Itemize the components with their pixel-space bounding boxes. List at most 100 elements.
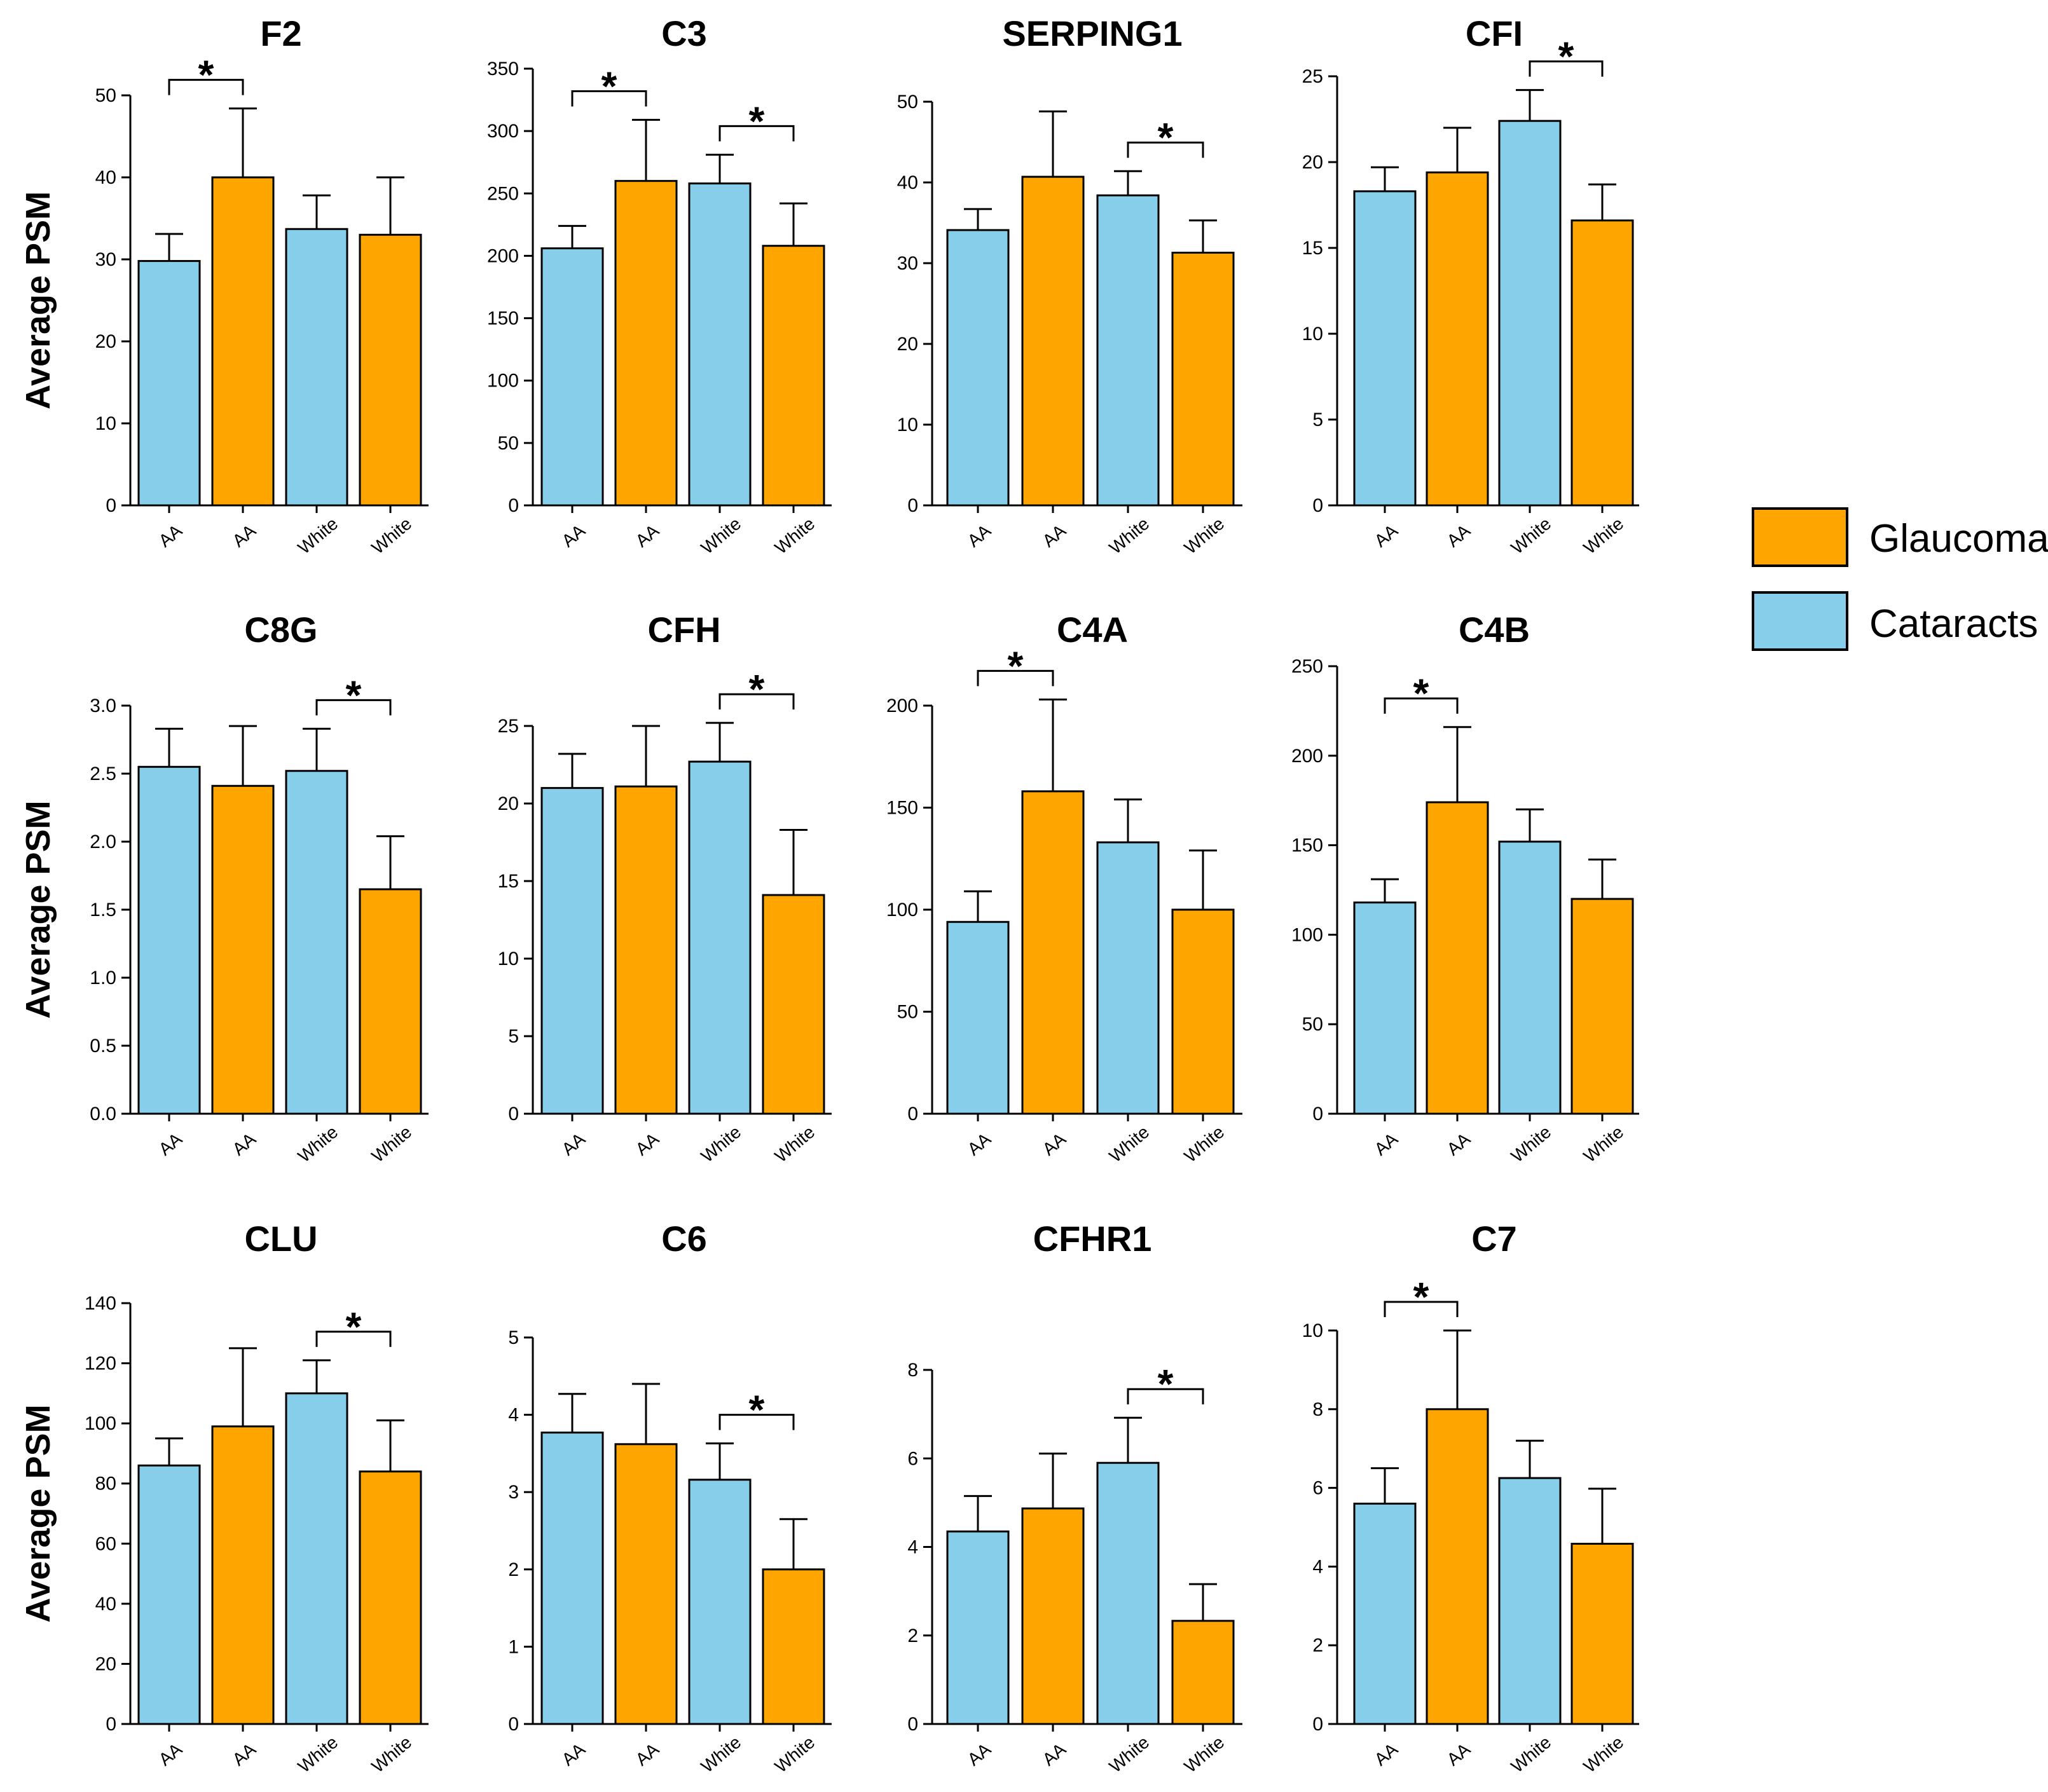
- y-tick-label: 0: [907, 1104, 918, 1125]
- chart-panel-c4a: C4A 0 50 100 150 200 AA AA White White *: [886, 610, 1242, 1166]
- y-tick-label: 100: [85, 1413, 116, 1434]
- x-tick-label: White: [368, 1122, 416, 1166]
- significance-star: *: [346, 672, 362, 718]
- y-tick-label: 0: [1312, 1104, 1323, 1125]
- y-tick-label: 0: [1312, 495, 1323, 516]
- bar-white-glaucoma: [1570, 1542, 1634, 1725]
- significance-star: *: [346, 1304, 362, 1350]
- x-tick-label: White: [771, 1732, 819, 1777]
- y-tick-label: 2.0: [90, 831, 116, 852]
- y-tick-label: 8: [1312, 1399, 1323, 1420]
- bar-aa-cataracts: [1353, 901, 1417, 1115]
- bar-white-cataracts: [285, 1392, 348, 1725]
- x-tick-label: AA: [964, 1129, 995, 1159]
- y-axis-label: Average PSM: [19, 800, 57, 1018]
- bar-aa-cataracts: [137, 260, 201, 507]
- x-tick-label: AA: [155, 1739, 186, 1770]
- x-tick-label: AA: [558, 1129, 589, 1159]
- y-tick-label: 40: [95, 167, 116, 188]
- bar-aa-glaucoma: [614, 785, 678, 1115]
- y-tick-label: 30: [95, 249, 116, 270]
- significance-star: *: [749, 1387, 765, 1433]
- x-tick-label: AA: [1443, 1739, 1474, 1770]
- significance-star: *: [1158, 1361, 1174, 1407]
- bar-white-cataracts: [688, 760, 752, 1115]
- y-tick-label: 0: [1312, 1714, 1323, 1735]
- y-tick-label: 20: [1302, 152, 1323, 173]
- significance-bracket: [571, 90, 647, 107]
- significance-star: *: [1413, 1274, 1429, 1320]
- y-tick-label: 1.0: [90, 968, 116, 988]
- bar-aa-cataracts: [1353, 190, 1417, 507]
- x-tick-label: AA: [632, 521, 663, 551]
- panel-title: C7: [1471, 1219, 1517, 1259]
- y-tick-label: 140: [85, 1293, 116, 1314]
- y-tick-label: 50: [498, 433, 519, 454]
- significance-bracket: [718, 125, 795, 142]
- bar-white-cataracts: [688, 182, 752, 507]
- y-tick-label: 10: [1302, 1320, 1323, 1341]
- x-tick-label: White: [1508, 1122, 1555, 1166]
- bar-aa-cataracts: [946, 920, 1010, 1115]
- chart-panel-clu: CLU 0 20 40 60 80 100 120 140 AA AA White White * Aver…: [19, 1219, 429, 1777]
- panel-title: CFHR1: [1033, 1219, 1152, 1259]
- panel-title: CFH: [647, 610, 720, 650]
- x-tick-label: AA: [1039, 1129, 1070, 1159]
- bar-aa-glaucoma: [1021, 175, 1085, 507]
- y-tick-label: 350: [487, 58, 519, 79]
- panel-title: C4B: [1459, 610, 1530, 650]
- x-tick-label: White: [771, 1122, 819, 1166]
- x-tick-label: AA: [1443, 1129, 1474, 1159]
- panel-title: F2: [260, 13, 301, 53]
- x-tick-label: White: [698, 514, 745, 558]
- legend-label-cataracts: Cataracts: [1869, 602, 2038, 646]
- y-tick-label: 30: [897, 253, 918, 274]
- x-tick-label: White: [1508, 1732, 1555, 1777]
- y-tick-label: 5: [508, 1026, 519, 1047]
- x-tick-label: White: [368, 514, 416, 558]
- y-tick-label: 0: [907, 1714, 918, 1735]
- y-tick-label: 60: [95, 1533, 116, 1554]
- y-tick-label: 6: [1312, 1478, 1323, 1499]
- significance-star: *: [1558, 34, 1574, 79]
- y-tick-label: 20: [897, 334, 918, 355]
- x-tick-label: White: [698, 1122, 745, 1166]
- x-tick-label: White: [368, 1732, 416, 1777]
- chart-panel-c8g: C8G 0.0 0.5 1.0 1.5 2.0 2.5 3.0 AA AA White White * A…: [19, 610, 429, 1166]
- x-tick-label: White: [1580, 1732, 1628, 1777]
- bar-aa-cataracts: [540, 787, 604, 1115]
- x-tick-label: White: [294, 1122, 342, 1166]
- panel-title: SERPING1: [1002, 13, 1182, 53]
- bar-white-glaucoma: [762, 245, 825, 507]
- significance-bracket: [168, 79, 244, 95]
- panel-title: C8G: [244, 610, 317, 650]
- y-tick-label: 0.5: [90, 1036, 116, 1057]
- legend-label-glaucoma: Glaucoma: [1869, 517, 2048, 561]
- y-tick-label: 100: [487, 371, 519, 392]
- x-tick-label: White: [698, 1732, 745, 1777]
- y-tick-label: 50: [897, 1002, 918, 1023]
- y-tick-label: 50: [95, 85, 116, 106]
- bar-white-glaucoma: [359, 1470, 422, 1725]
- y-tick-label: 40: [897, 172, 918, 193]
- y-tick-label: 200: [886, 695, 918, 716]
- x-tick-label: AA: [964, 521, 995, 551]
- y-tick-label: 10: [1302, 324, 1323, 345]
- x-tick-label: White: [1580, 514, 1628, 558]
- y-tick-label: 200: [487, 245, 519, 266]
- y-tick-label: 200: [1291, 746, 1323, 767]
- x-tick-label: AA: [229, 521, 260, 551]
- panel-title: C3: [661, 13, 707, 53]
- significance-bracket: [1384, 697, 1459, 714]
- bar-aa-cataracts: [946, 229, 1010, 507]
- x-tick-label: AA: [558, 1739, 589, 1770]
- x-tick-label: AA: [1039, 1739, 1070, 1770]
- bar-white-cataracts: [1498, 120, 1562, 507]
- significance-star: *: [1413, 671, 1429, 716]
- x-tick-label: White: [1181, 514, 1228, 558]
- bar-aa-glaucoma: [1426, 1408, 1489, 1725]
- y-tick-label: 50: [1302, 1014, 1323, 1035]
- bar-aa-glaucoma: [614, 1443, 678, 1725]
- significance-bracket: [315, 699, 392, 716]
